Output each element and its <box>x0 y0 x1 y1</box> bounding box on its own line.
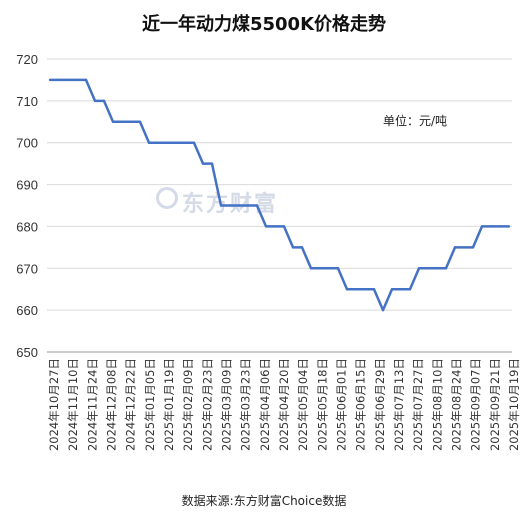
data-point <box>327 267 331 270</box>
data-point <box>345 288 349 291</box>
y-tick-label: 670 <box>16 261 38 276</box>
x-tick-label: 2025年02月09日 <box>181 358 195 451</box>
data-point <box>75 78 79 82</box>
data-point <box>309 267 313 270</box>
data-point <box>102 99 106 103</box>
data-point <box>129 120 133 123</box>
y-tick-label: 710 <box>16 94 38 109</box>
x-tick-label: 2024年11月10日 <box>66 358 80 451</box>
x-tick-label: 2025年05月18日 <box>315 358 329 451</box>
x-tick-label: 2025年06月01日 <box>335 358 349 451</box>
x-tick-label: 2025年10月19日 <box>507 358 521 451</box>
x-tick-label: 2025年01月19日 <box>162 358 176 451</box>
y-tick-label: 720 <box>16 52 38 67</box>
data-point <box>453 246 457 249</box>
data-point <box>174 141 178 144</box>
data-point <box>336 267 340 270</box>
x-tick-label: 2025年09月07日 <box>469 358 483 451</box>
x-tick-label: 2025年08月10日 <box>430 358 444 451</box>
source-label: 数据来源:东方财富Choice数据 <box>181 494 347 508</box>
y-tick-label: 660 <box>16 303 38 318</box>
data-point <box>462 246 466 249</box>
data-point <box>408 288 412 291</box>
y-tick-label: 690 <box>16 178 38 193</box>
data-point <box>120 120 124 123</box>
watermark-logo-icon <box>156 187 178 209</box>
data-point <box>381 308 385 312</box>
x-tick-label: 2025年04月06日 <box>258 358 272 451</box>
data-point <box>147 141 151 144</box>
data-point <box>93 99 97 103</box>
x-tick-label: 2024年10月27日 <box>47 358 61 451</box>
data-point <box>228 204 232 207</box>
x-tick-label: 2025年05月04日 <box>296 358 310 451</box>
data-point <box>498 225 502 228</box>
x-tick-label: 2024年11月24日 <box>85 358 99 451</box>
data-point <box>165 141 169 144</box>
x-tick-label: 2025年04月20日 <box>277 358 291 451</box>
x-tick-label: 2025年03月09日 <box>220 358 234 451</box>
x-tick-label: 2025年07月27日 <box>411 358 425 451</box>
data-point <box>399 288 403 291</box>
data-point <box>66 78 70 82</box>
chart-title: 近一年动力煤5500K价格走势 <box>141 14 387 35</box>
x-tick-label: 2025年02月23日 <box>200 358 214 451</box>
x-tick-label: 2025年06月15日 <box>354 358 368 451</box>
data-point <box>480 225 484 228</box>
data-point <box>282 225 286 228</box>
data-point <box>471 246 475 249</box>
y-tick-label: 700 <box>16 136 38 151</box>
data-point <box>111 120 115 123</box>
data-point <box>507 225 511 228</box>
x-tick-label: 2025年03月23日 <box>239 358 253 451</box>
data-point <box>138 120 142 123</box>
x-tick-label: 2025年06月29日 <box>373 358 387 451</box>
data-point <box>300 246 304 249</box>
x-tick-label: 2025年07月13日 <box>392 358 406 451</box>
data-point <box>273 225 277 228</box>
data-point <box>390 288 394 291</box>
data-point <box>219 204 223 207</box>
price-series-line <box>50 78 509 312</box>
data-point <box>156 141 160 144</box>
data-point <box>426 267 430 270</box>
data-point <box>210 162 214 165</box>
y-tick-label: 650 <box>16 345 38 360</box>
x-tick-label: 2025年01月05日 <box>143 358 157 451</box>
data-point <box>201 162 205 165</box>
unit-label: 单位：元/吨 <box>383 114 448 128</box>
data-point <box>417 267 421 270</box>
data-point <box>318 267 322 270</box>
data-point <box>372 288 376 291</box>
data-point <box>192 141 196 144</box>
data-point <box>183 141 187 144</box>
data-point <box>57 78 61 82</box>
data-point <box>84 78 88 82</box>
data-point <box>444 267 448 270</box>
data-point <box>48 78 52 82</box>
data-point <box>354 288 358 291</box>
data-point <box>363 288 367 291</box>
x-tick-label: 2024年12月22日 <box>124 358 138 451</box>
data-point <box>237 204 241 207</box>
x-tick-label: 2025年09月21日 <box>488 358 502 451</box>
x-tick-label: 2024年12月08日 <box>105 358 119 451</box>
x-tick-label: 2025年08月24日 <box>450 358 464 451</box>
data-point <box>246 204 250 207</box>
data-point <box>435 267 439 270</box>
y-tick-label: 680 <box>16 219 38 234</box>
data-point <box>264 225 268 228</box>
data-point <box>291 246 295 249</box>
data-point <box>489 225 493 228</box>
data-point <box>255 204 259 207</box>
